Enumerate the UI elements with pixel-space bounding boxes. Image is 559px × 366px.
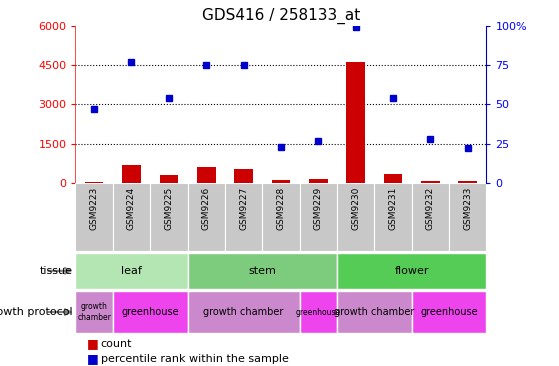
Bar [75,253,187,289]
Text: percentile rank within the sample: percentile rank within the sample [101,354,288,364]
Bar [187,253,337,289]
Bar [225,183,262,251]
Bar [272,180,290,183]
Text: stem: stem [248,266,276,276]
Text: growth chamber: growth chamber [203,307,284,317]
Text: growth chamber: growth chamber [334,307,414,317]
Bar [383,174,402,183]
Bar [337,291,411,333]
Bar [421,181,439,183]
Text: GSM9232: GSM9232 [426,186,435,229]
Bar [300,183,337,251]
Text: ■: ■ [87,337,98,351]
Text: tissue: tissue [40,266,73,276]
Text: leaf: leaf [121,266,142,276]
Bar [337,253,486,289]
Bar [337,183,375,251]
Text: growth
chamber: growth chamber [77,302,111,322]
Text: GSM9226: GSM9226 [202,186,211,229]
Bar [150,183,187,251]
Text: greenhouse: greenhouse [296,307,341,317]
Text: GSM9223: GSM9223 [89,186,98,229]
Bar [75,183,113,251]
Bar [187,291,300,333]
Bar [234,169,253,183]
Bar [187,183,225,251]
Text: GSM9233: GSM9233 [463,186,472,230]
Text: growth protocol: growth protocol [0,307,73,317]
Bar [85,182,103,183]
Bar [449,183,486,251]
Bar [346,62,365,183]
Bar [122,165,141,183]
Text: GSM9229: GSM9229 [314,186,323,229]
Bar [113,291,187,333]
Text: GSM9231: GSM9231 [389,186,397,230]
Text: GSM9230: GSM9230 [351,186,360,230]
Text: GSM9224: GSM9224 [127,186,136,229]
Text: flower: flower [395,266,429,276]
Bar [262,183,300,251]
Text: GSM9225: GSM9225 [164,186,173,229]
Bar [197,167,216,183]
Bar [375,183,411,251]
Text: count: count [101,339,132,349]
Bar [159,175,178,183]
Text: greenhouse: greenhouse [121,307,179,317]
Bar [411,291,486,333]
Bar [309,179,328,183]
Title: GDS416 / 258133_at: GDS416 / 258133_at [202,8,360,24]
Bar [113,183,150,251]
Bar [75,291,113,333]
Bar [300,291,337,333]
Text: ■: ■ [87,352,98,365]
Text: GSM9227: GSM9227 [239,186,248,229]
Bar [458,182,477,183]
Text: greenhouse: greenhouse [420,307,478,317]
Bar [411,183,449,251]
Text: GSM9228: GSM9228 [276,186,286,229]
